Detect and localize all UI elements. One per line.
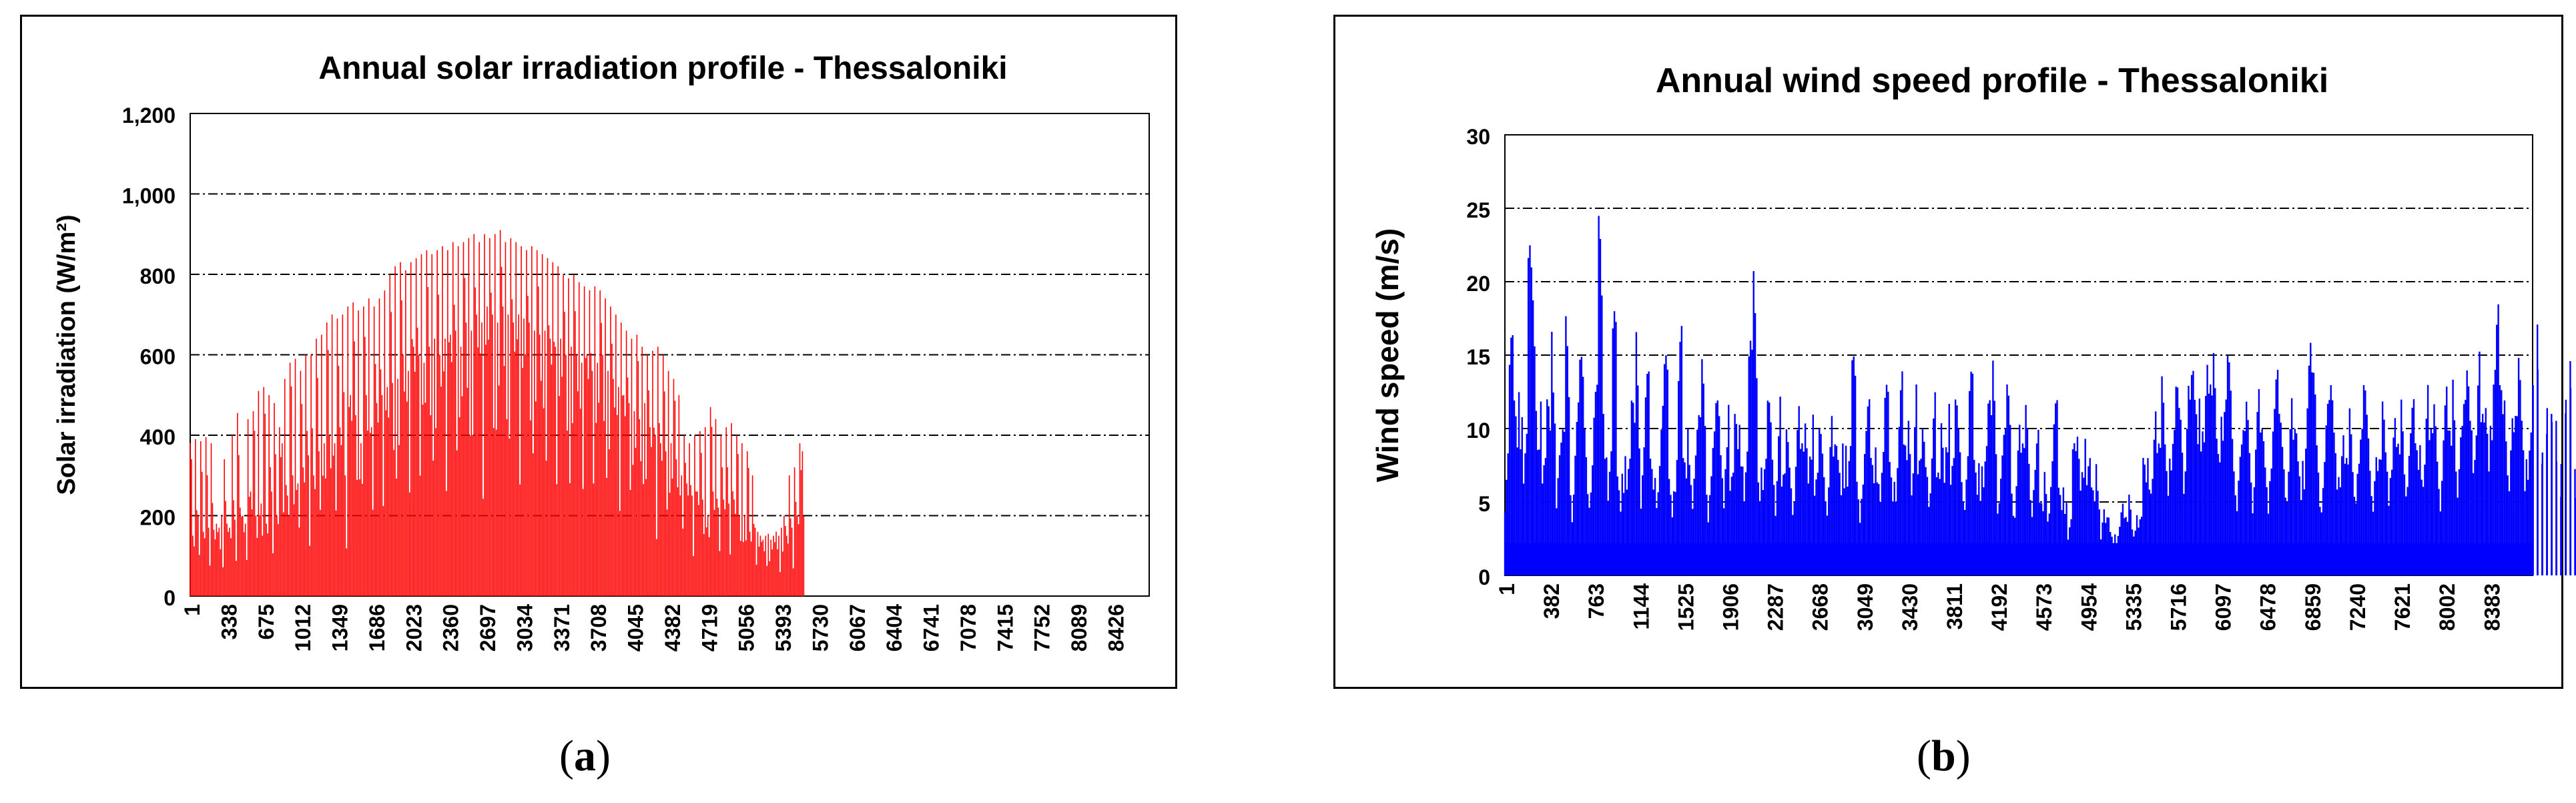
x-tick-label: 8383 [2480, 583, 2504, 631]
x-tick-label: 3708 [587, 604, 611, 651]
x-tick-label: 1144 [1629, 583, 1653, 630]
x-tick-label: 4719 [697, 604, 721, 651]
x-tick-label: 8002 [2435, 583, 2459, 631]
y-tick-label: 20 [1466, 272, 1490, 296]
x-tick-label: 3430 [1898, 583, 1922, 631]
x-tick-label: 1686 [365, 604, 389, 651]
x-tick-label: 7621 [2390, 583, 2414, 631]
x-tick-label: 4382 [661, 604, 685, 651]
y-axis-label: Solar irradiation (W/m²) [53, 214, 81, 495]
x-tick-label: 5730 [808, 604, 832, 651]
chart-title: Annual solar irradiation profile - Thess… [318, 51, 1007, 86]
y-tick-label: 800 [140, 264, 176, 288]
x-tick-label: 1525 [1674, 583, 1698, 631]
y-tick-label: 200 [140, 506, 176, 530]
x-tick-label: 1012 [291, 604, 315, 651]
y-tick-label: 30 [1466, 125, 1490, 149]
y-tick-label: 0 [164, 586, 176, 610]
y-tick-label: 400 [140, 425, 176, 449]
x-tick-label: 4045 [624, 604, 648, 651]
y-tick-label: 10 [1466, 419, 1490, 443]
x-tick-label: 7752 [1030, 604, 1054, 651]
x-tick-label: 5056 [735, 604, 759, 651]
x-tick-label: 3811 [1943, 583, 1967, 629]
caption-b: (b) [1917, 732, 1971, 780]
y-axis-label: Wind speed (m/s) [1370, 228, 1405, 482]
y-tick-label: 25 [1466, 198, 1490, 222]
x-tick-label: 382 [1540, 583, 1564, 619]
x-tick-label: 675 [254, 604, 278, 639]
x-tick-label: 6478 [2256, 583, 2280, 631]
x-tick-label: 6097 [2212, 583, 2236, 631]
y-tick-label: 1,200 [122, 103, 176, 127]
x-tick-label: 5716 [2167, 583, 2191, 631]
x-tick-label: 6859 [2301, 583, 2325, 631]
x-tick-label: 7240 [2346, 583, 2370, 631]
x-tick-label: 763 [1584, 583, 1608, 619]
y-tick-label: 0 [1478, 565, 1490, 589]
x-tick-label: 2360 [439, 604, 463, 651]
x-tick-label: 3049 [1853, 583, 1877, 631]
x-tick-label: 4573 [2032, 583, 2056, 631]
x-tick-label: 5393 [771, 604, 795, 651]
x-tick-label: 1 [1495, 583, 1519, 595]
x-tick-label: 8426 [1104, 604, 1128, 651]
x-tick-label: 7078 [956, 604, 980, 651]
y-tick-label: 1,000 [122, 184, 176, 208]
x-tick-label: 6741 [920, 604, 944, 651]
caption-a: (a) [559, 732, 611, 780]
x-tick-label: 4192 [1987, 583, 2011, 631]
x-tick-label: 5335 [2122, 583, 2146, 631]
x-tick-label: 7415 [993, 604, 1017, 651]
x-tick-label: 6067 [846, 604, 870, 651]
y-tick-label: 5 [1478, 492, 1490, 516]
x-tick-label: 3371 [550, 604, 574, 651]
x-tick-label: 4954 [2077, 583, 2101, 631]
x-tick-label: 1349 [328, 604, 352, 651]
x-tick-label: 2668 [1809, 583, 1833, 631]
x-tick-label: 338 [217, 604, 241, 639]
x-tick-label: 1 [180, 604, 204, 616]
series-0 [190, 230, 805, 596]
x-tick-label: 2023 [402, 604, 426, 651]
x-tick-label: 1906 [1719, 583, 1743, 631]
x-tick-label: 6404 [882, 604, 906, 651]
x-tick-label: 8089 [1067, 604, 1091, 651]
x-tick-label: 2697 [476, 604, 500, 651]
x-tick-label: 2287 [1764, 583, 1788, 631]
y-tick-label: 600 [140, 345, 176, 369]
chart-title: Annual wind speed profile - Thessaloniki [1656, 61, 2328, 100]
y-tick-label: 15 [1466, 345, 1490, 369]
wind-base-fill [1505, 543, 2533, 575]
x-tick-label: 3034 [513, 604, 537, 651]
